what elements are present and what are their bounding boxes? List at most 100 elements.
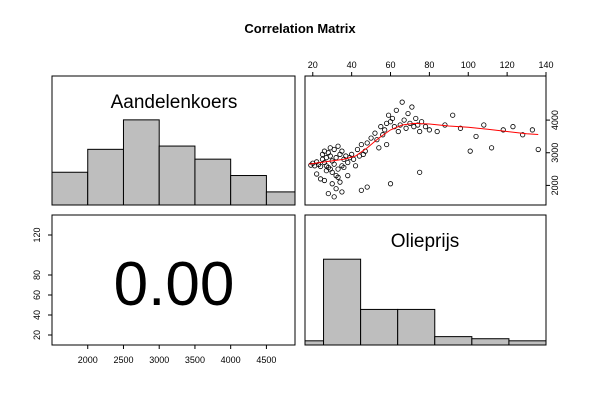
scatter-y-tick-label-2: 4000 [550,110,560,130]
corr-bottom-tick-label-3: 3500 [185,355,205,365]
scatter-point-56 [395,128,401,135]
scatter-point-69 [422,124,429,130]
scatter-point-83 [535,146,541,153]
corr-bottom-tick-label-4: 4000 [221,355,241,365]
scatter-point-59 [401,117,407,123]
scatter-y-tick-label-0: 2000 [550,175,560,195]
scatter-point-94 [417,169,423,175]
scatter-point-45 [376,145,382,151]
scatter-point-82 [529,127,535,133]
olie-histogram-bar-1 [323,258,362,346]
scatter-point-58 [399,99,405,105]
scatter-point-63 [409,104,415,110]
scatter-smooth-line [308,122,539,165]
scatter-point-97 [321,177,328,184]
scatter-x-tick-label-0: 20 [308,60,318,70]
scatter-point-34 [350,156,357,162]
scatter-point-35 [352,163,359,169]
scatter-point-73 [450,112,456,118]
scatter-point-95 [358,187,364,193]
aandelen-histogram-bar-4 [194,158,232,206]
scatter-point-76 [473,133,479,140]
scatter-point-44 [374,137,380,143]
scatter-point-53 [389,115,396,122]
corr-bottom-tick-label-2: 3000 [149,355,169,365]
corr-left-tick-label-3: 80 [32,270,42,280]
scatter-point-89 [339,189,345,195]
scatter-x-tick-label-5: 120 [500,60,515,70]
scatter-point-36 [354,146,361,153]
scatter-point-31 [345,173,351,179]
scatter-point-77 [481,122,487,128]
corr-bottom-tick-label-5: 4500 [256,355,276,365]
scatter-x-tick-label-2: 60 [386,60,396,70]
scatter-point-38 [358,141,364,148]
scatter-point-70 [426,127,432,133]
scatter-point-79 [500,127,506,133]
corr-left-tick-label-2: 60 [32,290,42,300]
olie-histogram-bar-2 [360,308,399,346]
scatter-point-42 [368,135,374,141]
aandelen-histogram-bar-5 [230,175,267,206]
olie-histogram-bar-6 [508,340,547,346]
panel-scatter [304,75,547,206]
scatter-point-88 [333,186,339,192]
scatter-point-78 [488,145,495,151]
scatter-point-98 [341,164,347,171]
axis-ticks: 20 40 60 80 100 120 140 2000 3000 4000 20 40 60 80 120… [32,60,560,365]
variable-label-olieprijs: Olieprijs [391,231,460,252]
scatter-point-23 [335,166,341,172]
scatter-x-tick-label-1: 40 [347,60,357,70]
scatter-point-93 [387,181,394,187]
corr-bottom-tick-label-1: 2500 [113,355,133,365]
scatter-point-19 [331,161,337,167]
variable-label-aandelenkoers: Aandelenkoers [111,92,238,113]
scatter-point-90 [325,190,331,197]
scatter-point-74 [457,125,464,131]
scatter-point-5 [317,163,324,170]
scatter-point-81 [520,132,526,138]
scatter-point-55 [393,107,399,113]
olie-histogram-bar-3 [397,308,436,346]
scatter-point-67 [417,128,423,135]
scatter-x-tick-label-3: 80 [424,60,434,70]
scatter-point-41 [364,140,370,146]
scatter-point-96 [331,194,337,200]
scatter-point-54 [391,124,398,130]
scatter-x-tick-label-6: 140 [538,60,553,70]
corr-left-tick-label-4: 120 [32,227,42,242]
scatter-point-99 [327,166,333,172]
scatter-point-18 [331,146,337,153]
chart-title: Correlation Matrix [244,21,356,36]
aandelen-histogram-bar-6 [265,191,296,206]
scatter-y-tick-label-1: 3000 [550,143,560,163]
scatter-point-80 [510,124,516,130]
correlation-value: 0.00 [114,250,235,319]
scatter-x-tick-label-4: 100 [461,60,476,70]
scatter-point-60 [403,125,409,131]
corr-bottom-tick-label-0: 2000 [78,355,98,365]
scatter-point-30 [345,159,351,166]
corr-left-tick-label-1: 40 [32,310,42,320]
scatter-point-46 [378,124,384,130]
aandelen-histogram-bars [51,119,296,206]
scatter-point-14 [327,153,333,159]
scatter-point-91 [335,174,341,180]
olie-histogram-bars [304,258,547,346]
scatter-point-92 [364,184,370,190]
scatter-point-71 [434,128,440,135]
scatter-point-26 [339,148,345,154]
scatter-point-33 [349,151,355,157]
scatter-point-84 [314,171,320,177]
panel-correlation [51,214,296,346]
scatter-point-22 [335,143,341,149]
aandelen-histogram-bar-0 [51,171,89,206]
scatter-point-87 [329,181,335,187]
aandelen-histogram-bar-3 [158,145,196,206]
scatter-point-51 [385,112,392,118]
scatter-point-20 [333,155,339,161]
scatter-point-61 [405,110,411,117]
olie-histogram-bar-4 [434,336,473,346]
scatter-point-50 [384,141,390,148]
